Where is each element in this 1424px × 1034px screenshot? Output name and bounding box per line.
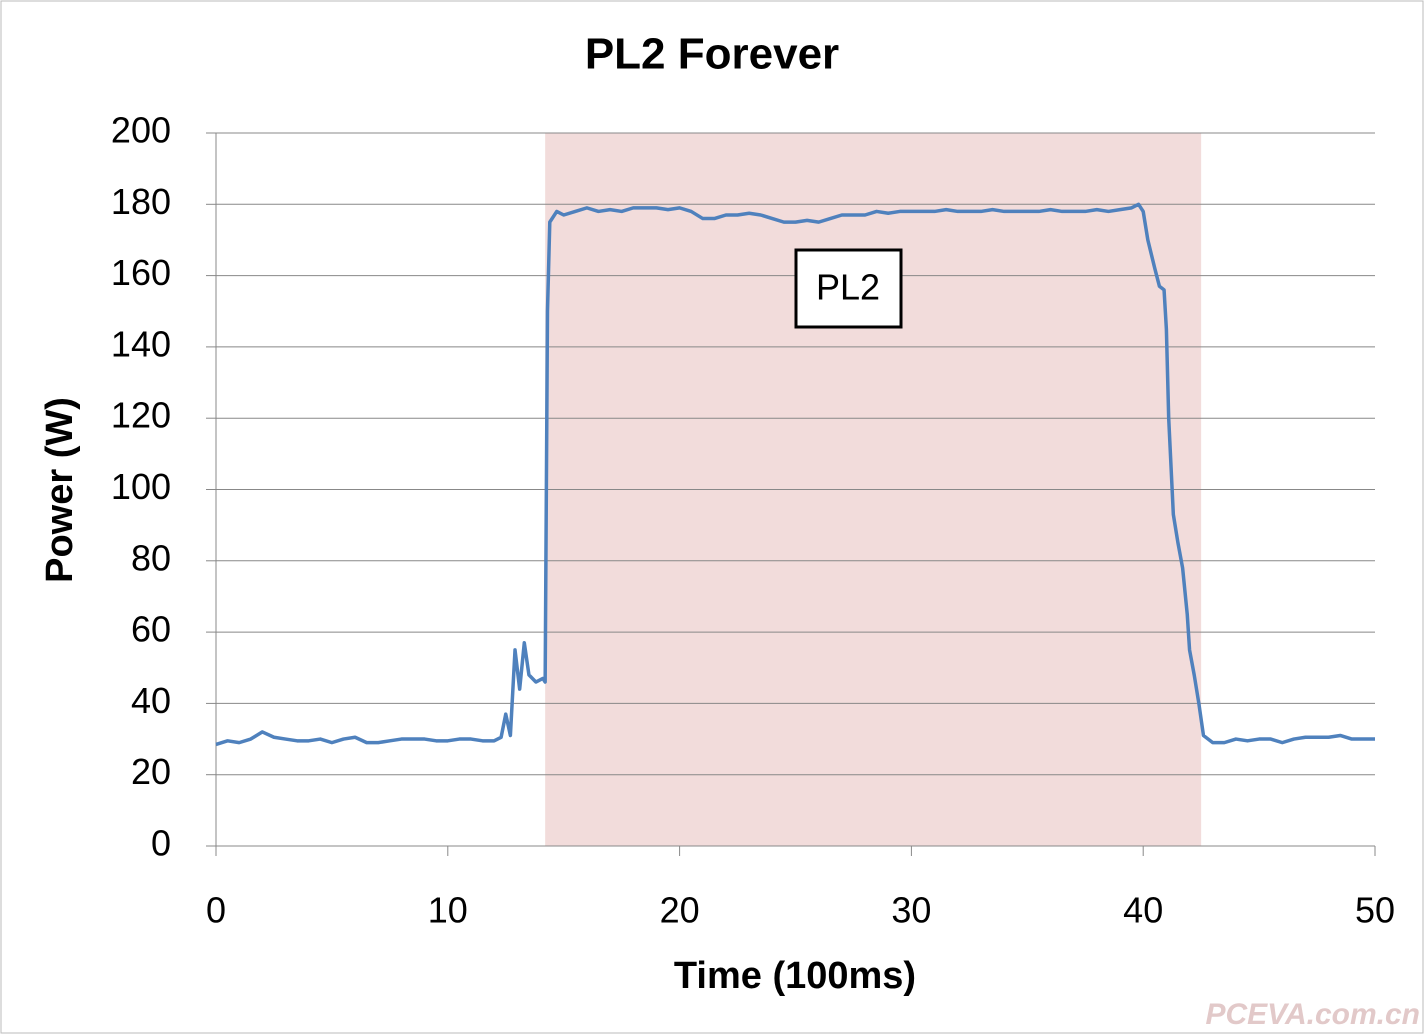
x-tick-label: 20 (660, 890, 700, 931)
y-tick-label: 120 (111, 395, 171, 436)
chart-title: PL2 Forever (585, 30, 839, 79)
x-tick-label: 30 (891, 890, 931, 931)
line-series (215, 202, 1375, 747)
y-tick-label: 180 (111, 181, 171, 222)
x-tick-label: 50 (1355, 890, 1395, 931)
y-tick-label: 200 (111, 110, 171, 151)
x-axis-label: Time (100ms) (674, 955, 916, 997)
watermark: PCEVA.com.cn (1206, 998, 1421, 1031)
y-tick-label: 160 (111, 252, 171, 293)
y-tick-label: 140 (111, 323, 171, 364)
y-axis-label: Power (W) (39, 397, 81, 583)
x-tick-label: 10 (428, 890, 468, 931)
x-tick-label: 0 (206, 890, 226, 931)
x-tick-label: 40 (1123, 890, 1163, 931)
annotation: PL2 (816, 267, 880, 308)
y-tick-label: 20 (131, 751, 171, 792)
annotation-box (794, 248, 903, 329)
y-tick-label: 100 (111, 466, 171, 507)
y-tick-label: 60 (131, 609, 171, 650)
y-tick-label: 80 (131, 537, 171, 578)
y-tick-label: 40 (131, 680, 171, 721)
y-tick-label: 0 (151, 823, 171, 864)
